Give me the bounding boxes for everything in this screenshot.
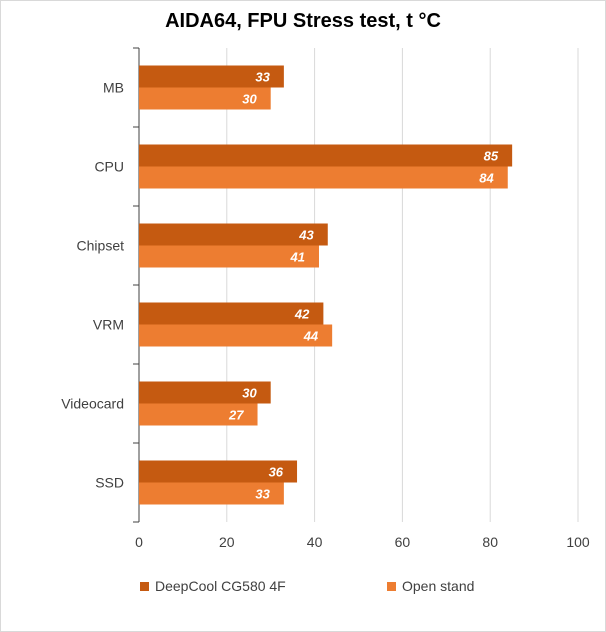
legend-item-series-2: Open stand <box>387 578 474 594</box>
data-label-mb-series-1: 33 <box>255 70 270 85</box>
x-tick-label-3: 60 <box>395 534 411 550</box>
x-tick-label-2: 40 <box>307 534 323 550</box>
data-label-vrm-series-2: 44 <box>303 329 319 344</box>
bar-ssd-series-2 <box>139 482 284 505</box>
data-label-ssd-series-1: 36 <box>269 465 284 480</box>
bar-cpu-series-1 <box>139 144 513 167</box>
bar-chipset-series-1 <box>139 223 328 246</box>
bar-vrm-series-2 <box>139 324 333 347</box>
x-tick-label-1: 20 <box>219 534 235 550</box>
chart-title: AIDA64, FPU Stress test, t °C <box>165 10 441 32</box>
legend-swatch-series-1 <box>140 581 149 591</box>
x-tick-label-5: 100 <box>566 534 590 550</box>
data-label-chipset-series-2: 41 <box>290 250 305 265</box>
legend-label-series-2: Open stand <box>402 578 475 594</box>
category-label-1: CPU <box>94 159 124 175</box>
x-tick-label-4: 80 <box>482 534 498 550</box>
data-label-mb-series-2: 30 <box>242 92 257 107</box>
category-label-3: VRM <box>93 317 124 333</box>
bar-vrm-series-1 <box>139 302 324 325</box>
bar-mb-series-2 <box>139 87 271 110</box>
bar-mb-series-1 <box>139 65 284 88</box>
data-label-chipset-series-1: 43 <box>298 228 314 243</box>
bar-ssd-series-1 <box>139 460 298 483</box>
bar-chipset-series-2 <box>139 245 319 268</box>
data-label-cpu-series-1: 85 <box>484 149 499 164</box>
bar-cpu-series-2 <box>139 166 508 189</box>
category-label-0: MB <box>103 80 124 96</box>
data-label-cpu-series-2: 84 <box>479 171 494 186</box>
legend-swatch-series-2 <box>387 581 396 591</box>
category-label-5: SSD <box>95 475 124 491</box>
data-label-videocard-series-1: 30 <box>242 386 257 401</box>
bar-videocard-series-1 <box>139 381 271 404</box>
data-label-ssd-series-2: 33 <box>255 487 270 502</box>
legend-label-series-1: DeepCool CG580 4F <box>155 578 286 594</box>
legend-item-series-1: DeepCool CG580 4F <box>140 578 286 594</box>
data-label-vrm-series-1: 42 <box>294 307 310 322</box>
x-tick-label-0: 0 <box>135 534 143 550</box>
category-label-4: Videocard <box>61 396 124 412</box>
data-label-videocard-series-2: 27 <box>228 408 244 423</box>
category-label-2: Chipset <box>77 238 125 254</box>
bar-videocard-series-2 <box>139 403 258 426</box>
